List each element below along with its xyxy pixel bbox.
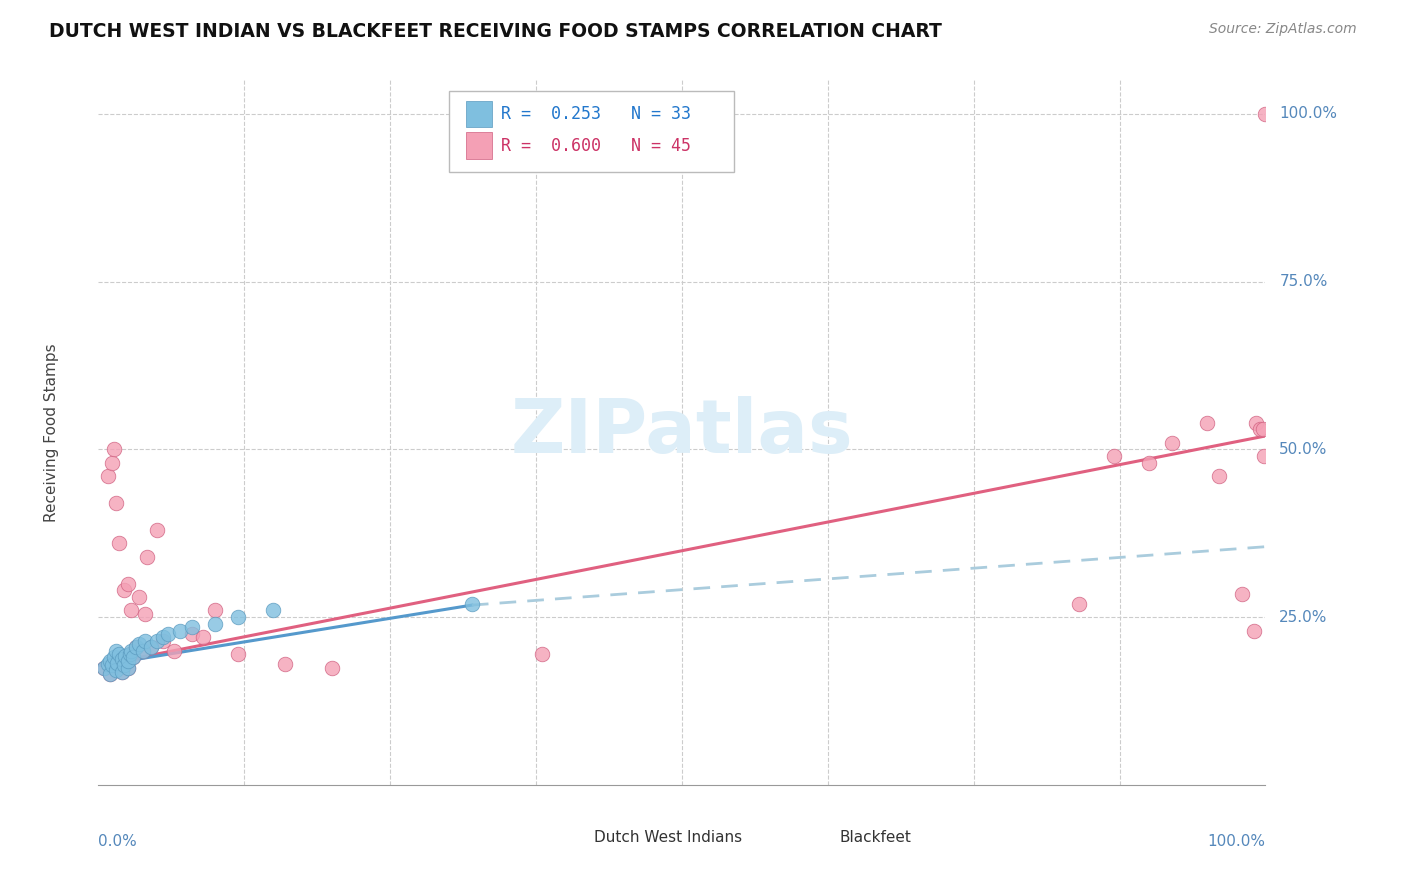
Text: DUTCH WEST INDIAN VS BLACKFEET RECEIVING FOOD STAMPS CORRELATION CHART: DUTCH WEST INDIAN VS BLACKFEET RECEIVING… bbox=[49, 22, 942, 41]
Point bbox=[132, 644, 155, 658]
Point bbox=[1230, 587, 1253, 601]
Text: 100.0%: 100.0% bbox=[1279, 106, 1337, 121]
Point bbox=[103, 650, 125, 665]
Text: Blackfeet: Blackfeet bbox=[839, 830, 911, 846]
Point bbox=[1195, 416, 1218, 430]
Point bbox=[146, 523, 169, 537]
Point bbox=[122, 650, 145, 665]
Point bbox=[122, 650, 145, 665]
Text: R =  0.253   N = 33: R = 0.253 N = 33 bbox=[501, 105, 690, 123]
Point bbox=[104, 663, 127, 677]
Point bbox=[108, 647, 131, 661]
Point bbox=[101, 456, 124, 470]
Point bbox=[1244, 416, 1267, 430]
Point bbox=[132, 644, 155, 658]
Point bbox=[180, 627, 202, 641]
Point bbox=[114, 649, 136, 664]
Text: 100.0%: 100.0% bbox=[1208, 834, 1265, 849]
Point bbox=[111, 665, 134, 680]
Point bbox=[169, 624, 191, 638]
Point bbox=[103, 442, 125, 457]
Point bbox=[108, 536, 131, 550]
Point bbox=[104, 496, 127, 510]
Point bbox=[204, 616, 226, 631]
Bar bbox=[799, 822, 831, 854]
Point bbox=[134, 607, 156, 621]
Point bbox=[98, 667, 121, 681]
Bar bbox=[465, 132, 492, 159]
Point bbox=[105, 656, 128, 670]
Text: ZIPatlas: ZIPatlas bbox=[510, 396, 853, 469]
Point bbox=[104, 644, 127, 658]
Point bbox=[93, 660, 115, 674]
Point bbox=[120, 603, 142, 617]
Text: R =  0.600   N = 45: R = 0.600 N = 45 bbox=[501, 136, 690, 155]
Text: Receiving Food Stamps: Receiving Food Stamps bbox=[44, 343, 59, 522]
Point bbox=[1208, 469, 1230, 483]
Point bbox=[262, 603, 284, 617]
Point bbox=[228, 647, 250, 661]
Point bbox=[128, 590, 150, 604]
Point bbox=[107, 658, 129, 673]
Point bbox=[117, 660, 139, 674]
Point bbox=[97, 657, 120, 672]
Point bbox=[1067, 597, 1090, 611]
Point bbox=[112, 658, 135, 673]
Point bbox=[157, 627, 180, 641]
Point bbox=[125, 640, 148, 655]
Point bbox=[1253, 449, 1275, 463]
Bar bbox=[465, 101, 492, 128]
Point bbox=[98, 667, 121, 681]
Point bbox=[274, 657, 297, 672]
Point bbox=[111, 665, 134, 680]
Point bbox=[321, 660, 343, 674]
Point bbox=[117, 660, 139, 674]
Point bbox=[152, 630, 174, 644]
Point bbox=[139, 640, 162, 655]
Point bbox=[117, 654, 139, 668]
Point bbox=[1137, 456, 1160, 470]
Point bbox=[530, 647, 553, 661]
Text: 50.0%: 50.0% bbox=[1279, 442, 1327, 457]
Text: 25.0%: 25.0% bbox=[1279, 609, 1327, 624]
Point bbox=[228, 610, 250, 624]
Point bbox=[125, 640, 148, 655]
Bar bbox=[554, 822, 586, 854]
Point bbox=[193, 630, 215, 644]
Point bbox=[1254, 107, 1277, 121]
Point bbox=[146, 633, 169, 648]
Point bbox=[111, 652, 134, 666]
Point bbox=[117, 576, 139, 591]
Point bbox=[111, 652, 134, 666]
Text: 75.0%: 75.0% bbox=[1279, 274, 1327, 289]
Point bbox=[1243, 624, 1265, 638]
Point bbox=[152, 633, 174, 648]
Point bbox=[136, 549, 159, 564]
Text: Dutch West Indians: Dutch West Indians bbox=[595, 830, 742, 846]
Point bbox=[112, 583, 135, 598]
Text: Source: ZipAtlas.com: Source: ZipAtlas.com bbox=[1209, 22, 1357, 37]
Text: 0.0%: 0.0% bbox=[98, 834, 138, 849]
Point bbox=[118, 647, 141, 661]
Point bbox=[204, 603, 226, 617]
Point bbox=[93, 660, 115, 674]
Point bbox=[1249, 422, 1271, 436]
Point bbox=[461, 597, 484, 611]
Point bbox=[163, 644, 186, 658]
Point bbox=[1161, 435, 1184, 450]
Point bbox=[1251, 422, 1274, 436]
Point bbox=[101, 658, 124, 673]
Point bbox=[120, 644, 142, 658]
Point bbox=[128, 637, 150, 651]
Point bbox=[98, 654, 121, 668]
FancyBboxPatch shape bbox=[449, 91, 734, 172]
Point bbox=[118, 647, 141, 661]
Point bbox=[134, 633, 156, 648]
Point bbox=[97, 469, 120, 483]
Point bbox=[180, 620, 202, 634]
Point bbox=[139, 640, 162, 655]
Point bbox=[1102, 449, 1125, 463]
